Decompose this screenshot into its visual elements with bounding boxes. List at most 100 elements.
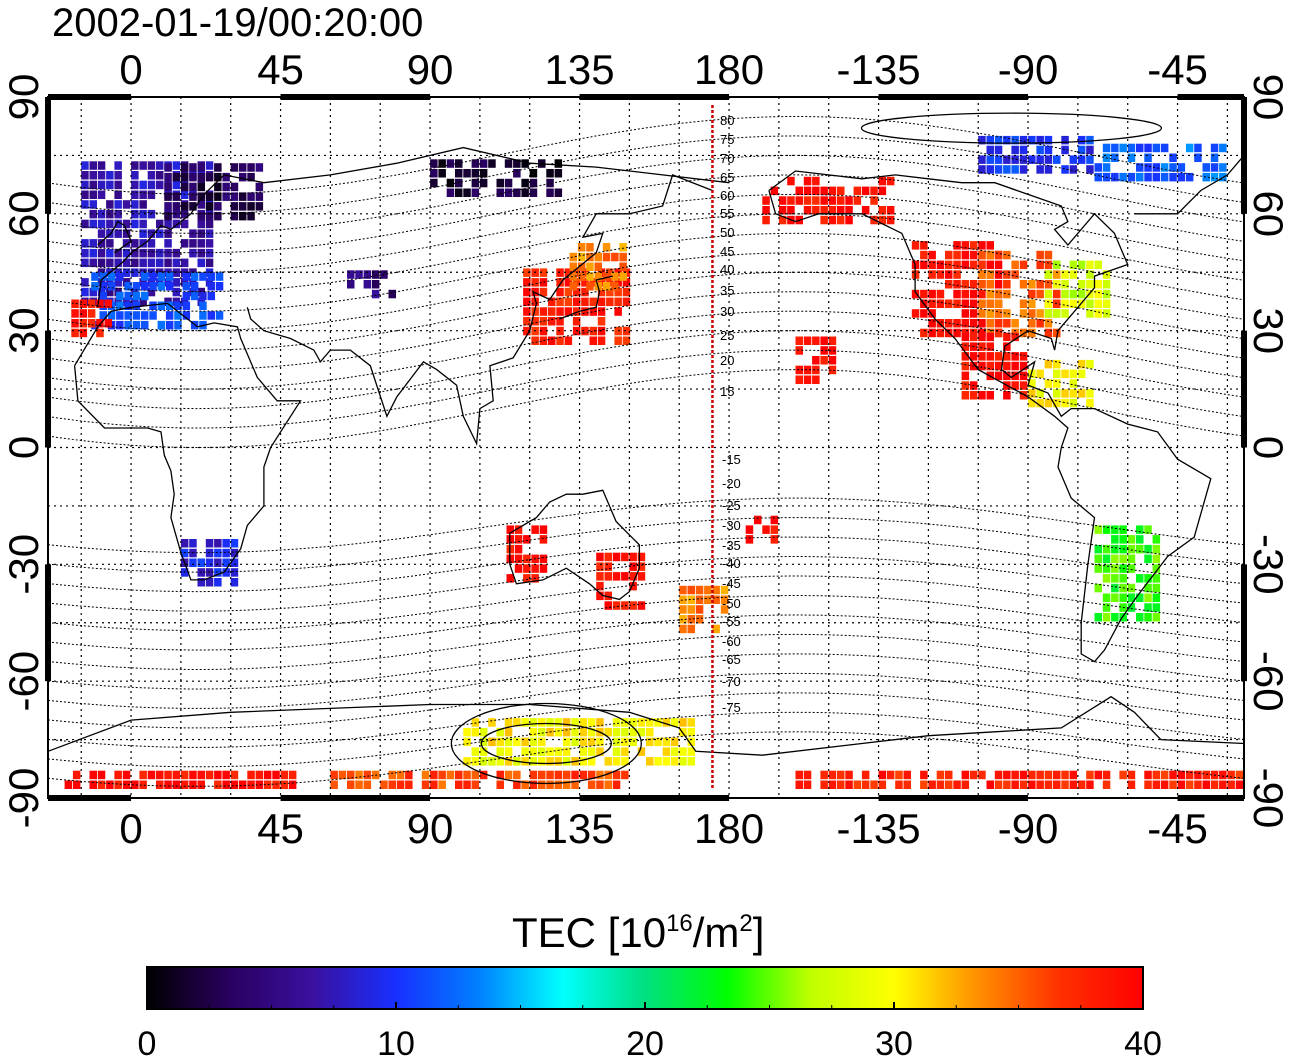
tec-cell — [529, 780, 538, 789]
tec-cell — [199, 311, 207, 320]
tec-cell — [156, 219, 164, 229]
tec-cell — [1169, 770, 1177, 780]
tec-cell — [189, 202, 197, 211]
tec-cell — [1011, 165, 1019, 174]
tec-cell — [1102, 163, 1111, 172]
tec-cell — [164, 229, 172, 238]
coastline — [1134, 154, 1245, 215]
tec-cell — [141, 320, 149, 330]
colorbar-tick-label: 30 — [875, 1025, 913, 1057]
tec-cell — [1086, 389, 1094, 398]
tec-cell — [347, 280, 355, 289]
tec-cell — [207, 311, 215, 320]
contour-label: 15 — [720, 384, 734, 399]
tec-cell — [1152, 613, 1161, 622]
tec-cell — [197, 219, 205, 229]
tec-cell — [911, 289, 920, 299]
tec-cell — [1028, 389, 1036, 398]
tec-cell — [1227, 780, 1235, 789]
tec-cell — [214, 163, 222, 172]
tec-cell — [994, 352, 1003, 361]
tec-cell — [122, 258, 131, 268]
tec-cell — [463, 737, 471, 747]
tec-cell — [207, 282, 215, 291]
tec-cell — [247, 192, 255, 201]
coastline — [509, 489, 641, 601]
tec-cell — [523, 574, 531, 583]
tec-cell — [612, 780, 621, 789]
tec-cell — [96, 319, 104, 328]
tec-cell — [1028, 299, 1036, 308]
tec-cell — [523, 326, 531, 336]
tec-cell — [139, 770, 147, 780]
tec-cell — [288, 770, 297, 780]
tec-cell — [596, 552, 604, 562]
tec-cell — [1185, 172, 1194, 182]
tec-cell — [205, 161, 214, 170]
tec-cell — [164, 258, 172, 268]
tec-cell — [157, 301, 166, 310]
tec-cell — [745, 535, 754, 544]
tec-cell — [139, 229, 147, 238]
tec-cell — [878, 206, 887, 215]
tec-cell — [405, 780, 413, 789]
tec-cell — [156, 248, 164, 258]
tec-cell — [114, 161, 122, 170]
tec-cell — [1102, 593, 1111, 602]
tec-cell — [1003, 309, 1011, 318]
tec-cell — [174, 311, 182, 320]
tec-cell — [828, 206, 837, 215]
tec-cell — [114, 780, 122, 789]
tec-cell — [770, 535, 779, 544]
tec-cell — [116, 291, 124, 301]
tec-cell — [215, 311, 224, 320]
tec-cell — [646, 718, 654, 727]
latitude-label-right: -30 — [1245, 534, 1292, 595]
tec-cell — [197, 163, 205, 172]
geomagnetic-contour — [47, 252, 1245, 332]
tec-cell — [529, 747, 538, 756]
tec-cell — [471, 178, 480, 188]
tec-cell — [156, 161, 164, 170]
tec-cell — [1086, 165, 1094, 174]
tec-cell — [1069, 270, 1078, 279]
tec-cell — [654, 757, 662, 766]
tec-cell — [712, 585, 720, 595]
tec-cell — [1094, 770, 1102, 780]
tec-cell — [172, 770, 181, 780]
contour-label: -25 — [722, 498, 741, 513]
tec-cell — [247, 770, 255, 780]
tec-cell — [604, 770, 612, 780]
tec-cell — [953, 780, 961, 789]
tec-cell — [687, 585, 695, 595]
tec-cell — [156, 171, 164, 180]
tec-cell — [455, 770, 463, 780]
tec-cell — [1061, 135, 1069, 145]
tec-cell — [164, 219, 172, 229]
tec-cell — [928, 250, 936, 260]
tec-cell — [1003, 352, 1011, 361]
tec-region — [430, 159, 563, 197]
tec-cell — [994, 299, 1003, 308]
tec-cell — [994, 289, 1003, 299]
tec-cell — [745, 525, 754, 534]
tec-cell — [556, 268, 564, 277]
tec-cell — [629, 601, 637, 610]
tec-cell — [205, 558, 214, 567]
tec-cell — [539, 307, 548, 316]
tec-cell — [1053, 328, 1061, 338]
tec-cell — [586, 262, 594, 271]
tec-cell — [695, 605, 704, 614]
tec-cell — [255, 192, 264, 201]
tec-cell — [1003, 332, 1011, 342]
tec-cell — [347, 780, 355, 789]
tec-cell — [1127, 593, 1136, 602]
tec-cell — [513, 770, 521, 780]
tec-cell — [795, 336, 803, 345]
tec-cell — [986, 241, 994, 250]
tec-cell — [629, 552, 637, 562]
tec-cell — [513, 737, 521, 747]
tec-cell — [581, 326, 589, 336]
tec-cell — [222, 770, 230, 780]
